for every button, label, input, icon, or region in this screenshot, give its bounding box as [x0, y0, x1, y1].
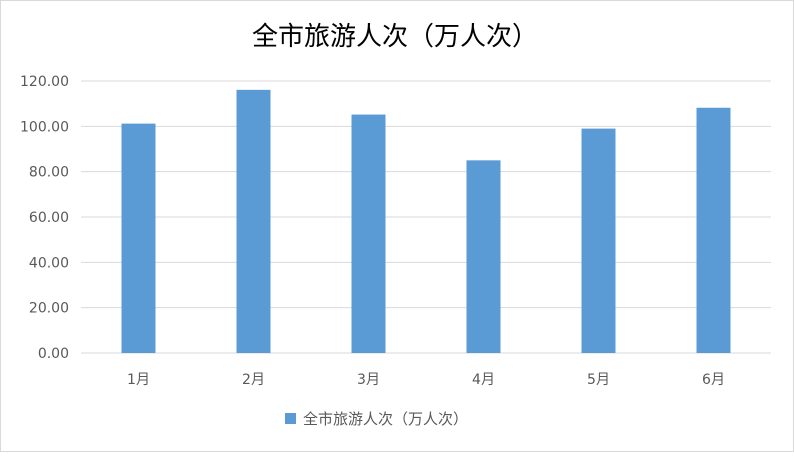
- bar: [121, 123, 156, 353]
- y-tick-label: 60.00: [29, 210, 69, 226]
- x-tick-label: 1月: [127, 372, 150, 388]
- chart-title: 全市旅游人次（万人次）: [252, 22, 538, 52]
- gridlines: [81, 80, 771, 354]
- y-axis-tick-labels: 0.00 20.00 40.00 60.00 80.00 100.00 120.00: [20, 74, 69, 362]
- bar: [581, 128, 616, 353]
- y-tick-label: 40.00: [29, 255, 69, 271]
- x-tick-label: 2月: [242, 372, 265, 388]
- x-tick-label: 3月: [357, 372, 380, 388]
- legend-swatch: [285, 413, 296, 424]
- y-tick-label: 120.00: [20, 74, 69, 90]
- bar: [351, 114, 386, 354]
- y-tick-label: 20.00: [29, 301, 69, 317]
- legend: 全市旅游人次（万人次）: [285, 410, 468, 428]
- x-tick-label: 5月: [587, 372, 610, 388]
- legend-label: 全市旅游人次（万人次）: [303, 410, 468, 428]
- y-tick-label: 0.00: [38, 346, 69, 362]
- bar: [466, 160, 501, 353]
- x-tick-label: 6月: [702, 372, 725, 388]
- bars: [121, 89, 731, 354]
- x-tick-label: 4月: [472, 372, 495, 388]
- bar: [236, 89, 271, 353]
- x-axis-tick-labels: 1月 2月 3月 4月 5月 6月: [127, 372, 725, 388]
- y-tick-label: 100.00: [20, 119, 69, 135]
- bar: [696, 107, 731, 353]
- y-tick-label: 80.00: [29, 165, 69, 181]
